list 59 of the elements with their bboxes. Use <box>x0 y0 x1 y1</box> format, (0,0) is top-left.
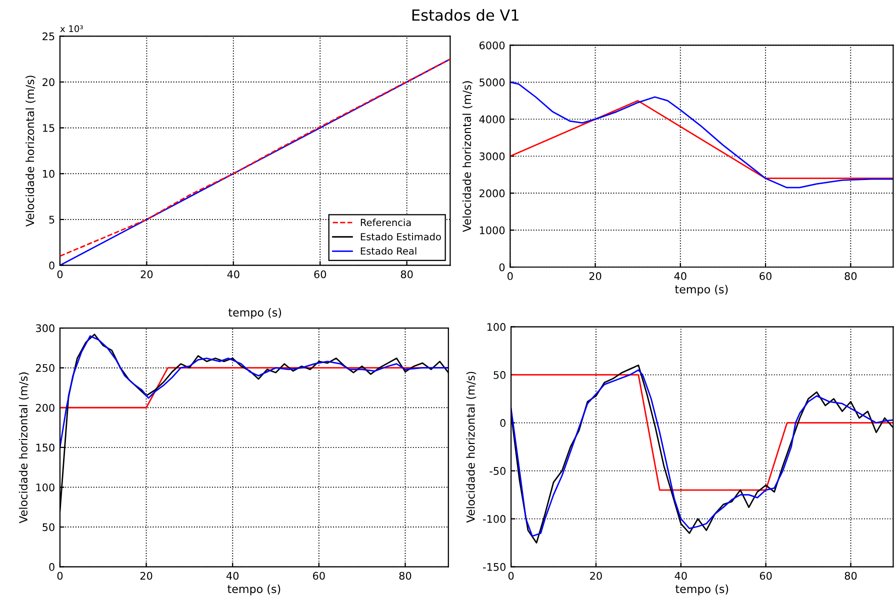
x-tick-label: 60 <box>314 270 326 278</box>
x-tick-label: 20 <box>589 272 602 280</box>
x-axis-title: tempo (s) <box>228 584 280 596</box>
y-tick-label: 4000 <box>479 115 505 124</box>
x-tick-label: 20 <box>140 572 152 580</box>
x-tick-label: 20 <box>140 270 153 278</box>
y-tick-label: 10 <box>42 170 54 178</box>
y-tick-label: -150 <box>483 563 506 571</box>
x-tick-label: 20 <box>590 572 602 580</box>
y-axis-title: Velocidade horizontal (m/s) <box>26 76 36 227</box>
x-tick-label: 0 <box>57 270 63 278</box>
y-tick-label: 5000 <box>480 78 505 86</box>
y-tick-label: 20 <box>42 78 54 86</box>
x-tick-label: 80 <box>844 572 857 580</box>
y-tick-label: 100 <box>487 323 506 331</box>
x-tick-label: 0 <box>57 572 63 580</box>
y-tick-label: 0 <box>49 262 54 270</box>
x-tick-label: 0 <box>508 572 514 580</box>
y-axis-title: Velocidade horizontal (m/s) <box>462 81 472 232</box>
x-tick-label: 40 <box>674 572 687 580</box>
y-tick-label: 0 <box>499 263 505 272</box>
x-tick-label: 0 <box>508 272 513 280</box>
x-axis-title: tempo (s) <box>675 284 728 296</box>
y-tick-label: 100 <box>36 483 54 492</box>
y-tick-label: 5 <box>49 216 54 224</box>
y-tick-label: 300 <box>36 324 54 332</box>
y-tick-label: 50 <box>42 523 54 532</box>
y-tick-label: 1000 <box>480 226 505 234</box>
y-tick-label: 0 <box>500 419 506 427</box>
y-axis-title: Velocidade horizontal (m/s) <box>466 372 476 523</box>
y-tick-label: 150 <box>36 444 54 452</box>
x-tick-label: 80 <box>399 572 412 580</box>
y-tick-label: 200 <box>36 404 54 412</box>
legend-label: Estado Real <box>360 247 416 255</box>
y-tick-label: 6000 <box>480 41 505 50</box>
y-tick-label: 250 <box>36 364 54 372</box>
y-tick-label: 50 <box>494 371 506 379</box>
x-tick-label: 80 <box>400 270 413 278</box>
x-tick-label: 60 <box>760 272 772 280</box>
y-tick-label: 0 <box>49 563 54 571</box>
y-tick-label: -50 <box>490 467 506 475</box>
legend-label: Estado Estimado <box>360 232 441 240</box>
x-axis-title: tempo (s) <box>228 308 282 319</box>
x-tick-label: 60 <box>313 572 325 580</box>
y-tick-label: 2000 <box>480 189 505 198</box>
chart-title: Estados de V1 <box>412 9 518 21</box>
x-tick-label: 80 <box>844 272 857 280</box>
x-tick-label: 40 <box>226 572 239 580</box>
x-tick-label: 40 <box>674 272 686 280</box>
x-tick-label: 40 <box>227 270 240 278</box>
x-tick-label: 60 <box>760 572 772 580</box>
text: x 10³ <box>60 25 83 32</box>
y-axis-title: Velocidade horizontal (m/s) <box>18 372 29 524</box>
x-axis-title: tempo (s) <box>675 584 728 596</box>
legend-label: Referencia <box>360 218 411 226</box>
y-tick-label: 25 <box>42 32 54 40</box>
y-tick-label: 15 <box>42 124 54 132</box>
y-tick-label: 3000 <box>480 152 505 160</box>
y-tick-label: -100 <box>483 515 506 523</box>
